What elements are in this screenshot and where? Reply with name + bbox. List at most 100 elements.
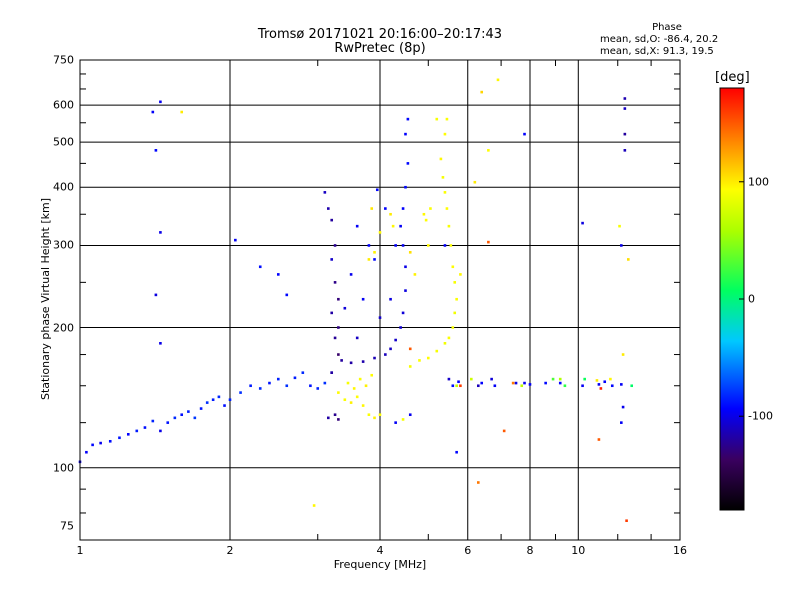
data-point xyxy=(595,379,599,382)
x-axis-label: Frequency [MHz] xyxy=(333,558,427,571)
data-point xyxy=(373,356,376,360)
data-point xyxy=(480,381,484,385)
data-point xyxy=(455,450,458,454)
data-point xyxy=(228,398,232,402)
data-point xyxy=(558,381,562,385)
data-point xyxy=(337,297,340,301)
data-point xyxy=(333,413,337,417)
data-point xyxy=(361,360,365,363)
x-tick-label: 1 xyxy=(76,544,84,557)
data-point xyxy=(447,224,451,228)
data-point xyxy=(355,395,359,399)
data-point xyxy=(180,413,184,417)
data-point xyxy=(375,188,379,192)
data-point xyxy=(620,383,623,386)
data-point xyxy=(443,191,447,194)
data-point xyxy=(199,407,203,410)
data-point xyxy=(118,436,121,440)
data-point xyxy=(620,244,623,247)
data-point xyxy=(401,207,405,210)
data-point xyxy=(477,481,480,484)
data-point xyxy=(316,387,320,390)
data-point xyxy=(343,398,347,402)
phase-label: Phase xyxy=(652,22,682,33)
x-tick-label: 8 xyxy=(526,544,534,557)
data-point xyxy=(408,347,412,351)
x-tick-label: 6 xyxy=(464,544,472,557)
data-point xyxy=(367,258,371,261)
data-point xyxy=(422,212,426,216)
data-point xyxy=(583,377,586,381)
data-point xyxy=(330,258,334,261)
data-point xyxy=(453,281,457,284)
data-point xyxy=(330,218,334,222)
data-point xyxy=(544,381,547,385)
data-point xyxy=(394,421,397,424)
data-point xyxy=(384,353,387,356)
data-point xyxy=(258,387,262,390)
data-point xyxy=(143,426,147,429)
data-point xyxy=(193,416,197,420)
data-point xyxy=(563,384,567,388)
data-point xyxy=(337,353,340,356)
data-point xyxy=(337,391,340,394)
data-point xyxy=(558,377,562,381)
data-point xyxy=(312,504,316,507)
phase-stat-x: mean, sd,X: 91.3, 19.5 xyxy=(600,46,714,57)
data-point xyxy=(443,244,447,247)
data-point xyxy=(408,413,412,417)
data-point xyxy=(620,421,623,424)
data-point xyxy=(355,224,359,228)
data-point xyxy=(490,377,493,381)
data-point xyxy=(154,149,158,152)
data-point xyxy=(487,149,490,152)
data-point xyxy=(285,384,289,388)
data-point xyxy=(443,341,447,345)
data-point xyxy=(367,413,371,417)
data-point xyxy=(135,429,139,433)
data-point xyxy=(621,405,625,409)
data-point xyxy=(333,336,337,340)
data-point xyxy=(126,433,130,436)
data-point xyxy=(293,376,297,380)
data-point xyxy=(337,326,340,329)
y-tick-label: 600 xyxy=(53,98,74,112)
data-point xyxy=(487,240,490,244)
y-tick-label: 75 xyxy=(60,519,74,533)
data-point xyxy=(159,429,162,433)
data-point xyxy=(401,244,405,247)
data-point xyxy=(361,297,365,301)
data-point xyxy=(627,258,630,261)
data-point xyxy=(551,377,555,381)
data-point xyxy=(234,238,237,242)
data-point xyxy=(618,224,621,228)
data-point xyxy=(323,381,327,385)
data-point xyxy=(447,377,451,381)
y-tick-label: 750 xyxy=(53,53,74,67)
data-point xyxy=(349,273,353,276)
data-point xyxy=(581,384,584,388)
data-point xyxy=(151,110,155,114)
data-point xyxy=(85,450,88,454)
data-point xyxy=(496,78,500,82)
data-point xyxy=(394,244,397,247)
data-point xyxy=(502,429,506,433)
data-point xyxy=(408,365,412,368)
data-point xyxy=(609,377,612,381)
data-point xyxy=(597,383,601,386)
x-tick-label: 16 xyxy=(673,544,687,557)
data-point xyxy=(378,316,382,319)
data-point xyxy=(327,416,330,420)
data-point xyxy=(599,387,603,390)
data-point xyxy=(441,176,445,179)
data-point xyxy=(623,149,627,152)
data-point xyxy=(389,347,392,351)
data-point xyxy=(623,132,627,136)
data-point xyxy=(154,293,158,297)
data-point xyxy=(401,311,405,315)
plot-frame xyxy=(79,59,681,541)
chart-title-line1: Tromsø 20171021 20:16:00–20:17:43 xyxy=(257,27,503,42)
data-point xyxy=(581,221,584,225)
data-point xyxy=(159,341,162,345)
